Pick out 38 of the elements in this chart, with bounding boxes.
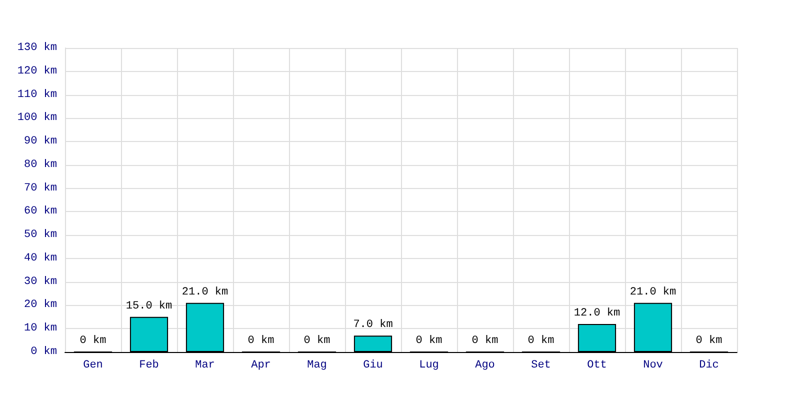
data-label: 21.0 km xyxy=(182,286,228,298)
data-label: 0 km xyxy=(528,335,555,347)
x-tick-label: Dic xyxy=(699,360,719,372)
y-tick-label: 60 km xyxy=(24,206,58,218)
x-tick-label: Nov xyxy=(643,360,664,372)
y-tick-label: 100 km xyxy=(17,112,58,124)
y-tick-label: 130 km xyxy=(17,42,58,54)
x-tick-label: Apr xyxy=(251,360,271,372)
y-tick-label: 0 km xyxy=(30,346,58,358)
data-label: 0 km xyxy=(696,335,723,347)
x-tick-label: Ago xyxy=(475,360,495,372)
y-tick-label: 80 km xyxy=(24,158,58,171)
x-tick-label: Gen xyxy=(83,360,103,372)
y-tick-label: 120 km xyxy=(17,65,58,78)
data-label: 0 km xyxy=(80,335,107,347)
x-tick-label: Feb xyxy=(139,360,159,372)
x-tick-label: Mar xyxy=(195,360,215,372)
x-tick-label: Set xyxy=(531,360,551,372)
data-label: 12.0 km xyxy=(574,307,620,320)
data-label: 15.0 km xyxy=(126,300,172,312)
y-tick-label: 90 km xyxy=(24,136,58,148)
data-label: 21.0 km xyxy=(630,286,676,298)
data-label: 7.0 km xyxy=(353,319,394,332)
data-label: 0 km xyxy=(472,335,499,347)
x-tick-label: Lug xyxy=(419,360,439,372)
y-tick-label: 40 km xyxy=(24,252,58,264)
y-tick-label: 30 km xyxy=(24,276,58,288)
x-tick-label: Mag xyxy=(307,360,327,372)
x-tick-label: Giu xyxy=(363,360,383,372)
y-tick-label: 10 km xyxy=(24,322,58,335)
data-label: 0 km xyxy=(248,335,275,347)
y-tick-label: 50 km xyxy=(24,229,58,242)
data-label: 0 km xyxy=(416,335,443,347)
y-tick-label: 70 km xyxy=(24,182,58,194)
y-tick-label: 20 km xyxy=(24,299,58,312)
data-label: 0 km xyxy=(304,335,331,347)
y-tick-label: 110 km xyxy=(17,88,58,101)
x-tick-label: Ott xyxy=(587,360,607,372)
